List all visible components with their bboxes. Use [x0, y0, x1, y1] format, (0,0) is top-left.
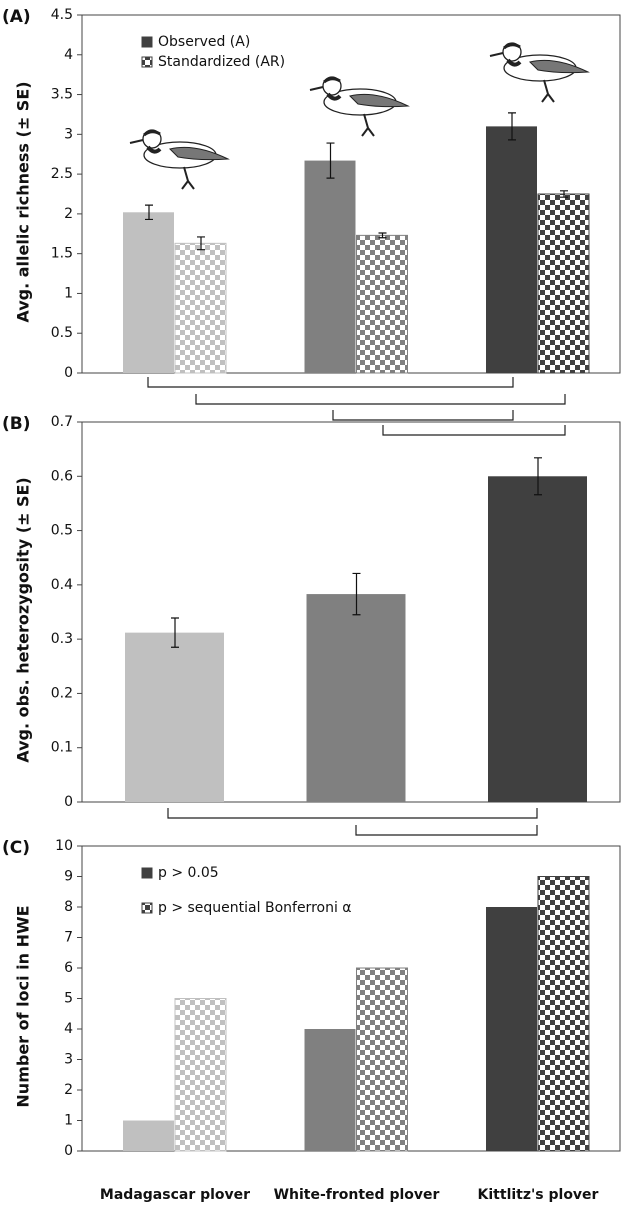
y-tick-label: 4.5: [51, 7, 73, 23]
legend-label: p > sequential Bonferroni α: [158, 900, 352, 916]
y-tick-label: 0.6: [51, 468, 73, 484]
error-bar: [560, 190, 568, 198]
bar: [488, 476, 587, 802]
y-tick-label: 0.5: [51, 325, 73, 341]
error-bar: [197, 236, 205, 251]
significance-bracket: [167, 808, 538, 819]
y-tick-label: 0: [64, 1143, 73, 1159]
y-tick-label: 2: [64, 1082, 73, 1098]
panel-label: (C): [2, 838, 30, 858]
legend-swatch: [141, 36, 153, 48]
legend-swatch: [141, 902, 153, 914]
x-tick-label: Madagascar plover: [100, 1187, 250, 1203]
y-tick-label: 3: [64, 1052, 73, 1068]
bar: [537, 193, 590, 374]
bar: [486, 126, 537, 373]
y-axis-label: Avg. allelic richness (± SE): [14, 81, 33, 322]
panel-label: (A): [2, 7, 31, 27]
y-tick-label: 0.2: [51, 685, 73, 701]
bird-illustration: [128, 128, 230, 191]
bar: [174, 998, 227, 1152]
y-axis-label: Avg. obs. heterozygosity (± SE): [14, 477, 33, 762]
y-tick-label: 0.1: [51, 740, 73, 756]
y-tick-label: 0: [64, 365, 73, 381]
y-tick-label: 2.5: [51, 166, 73, 182]
error-bar: [534, 457, 542, 496]
legend-swatch: [141, 867, 153, 879]
error-bar: [145, 204, 153, 221]
y-tick-label: 3.5: [51, 87, 73, 103]
bar: [537, 876, 590, 1152]
y-tick-label: 1: [64, 285, 73, 301]
bar: [304, 160, 356, 373]
significance-bracket: [355, 825, 538, 836]
bar: [356, 967, 408, 1152]
significance-bracket: [195, 394, 566, 405]
y-tick-label: 0.7: [51, 414, 73, 430]
legend-label: Observed (A): [158, 34, 250, 50]
significance-bracket: [147, 377, 514, 388]
bar: [123, 212, 174, 373]
y-tick-label: 0.5: [51, 523, 73, 539]
y-tick-label: 0: [64, 794, 73, 810]
error-bar: [508, 112, 516, 141]
bar: [125, 632, 224, 802]
y-tick-label: 4: [64, 1021, 73, 1037]
y-tick-label: 9: [64, 869, 73, 885]
bar: [356, 234, 408, 374]
legend-swatch: [141, 56, 153, 68]
x-tick-label: Kittlitz's plover: [478, 1187, 599, 1203]
bar: [306, 594, 406, 802]
significance-bracket: [332, 410, 514, 421]
error-bar: [171, 617, 179, 648]
error-bar: [378, 232, 387, 239]
legend-label: p > 0.05: [158, 865, 219, 881]
y-tick-label: 8: [64, 899, 73, 915]
y-tick-label: 0.4: [51, 577, 73, 593]
y-tick-label: 3: [64, 126, 73, 142]
error-bar: [352, 572, 361, 616]
y-tick-label: 5: [64, 991, 73, 1007]
bar: [486, 907, 537, 1151]
panel-label: (B): [2, 414, 31, 434]
bird-illustration: [488, 41, 590, 104]
legend-label: Standardized (AR): [158, 54, 285, 70]
bar: [123, 1120, 174, 1151]
bar: [304, 1029, 356, 1151]
y-tick-label: 4: [64, 47, 73, 63]
bar: [174, 242, 227, 374]
y-tick-label: 1: [64, 1113, 73, 1129]
y-axis-label: Number of loci in HWE: [14, 905, 33, 1107]
y-tick-label: 2: [64, 206, 73, 222]
error-bar: [326, 142, 335, 179]
y-tick-label: 7: [64, 930, 73, 946]
y-tick-label: 10: [55, 838, 73, 854]
x-tick-label: White-fronted plover: [274, 1187, 440, 1203]
y-tick-label: 1.5: [51, 246, 73, 262]
y-tick-label: 0.3: [51, 631, 73, 647]
significance-bracket: [382, 425, 566, 436]
bird-illustration: [308, 75, 410, 138]
y-tick-label: 6: [64, 960, 73, 976]
